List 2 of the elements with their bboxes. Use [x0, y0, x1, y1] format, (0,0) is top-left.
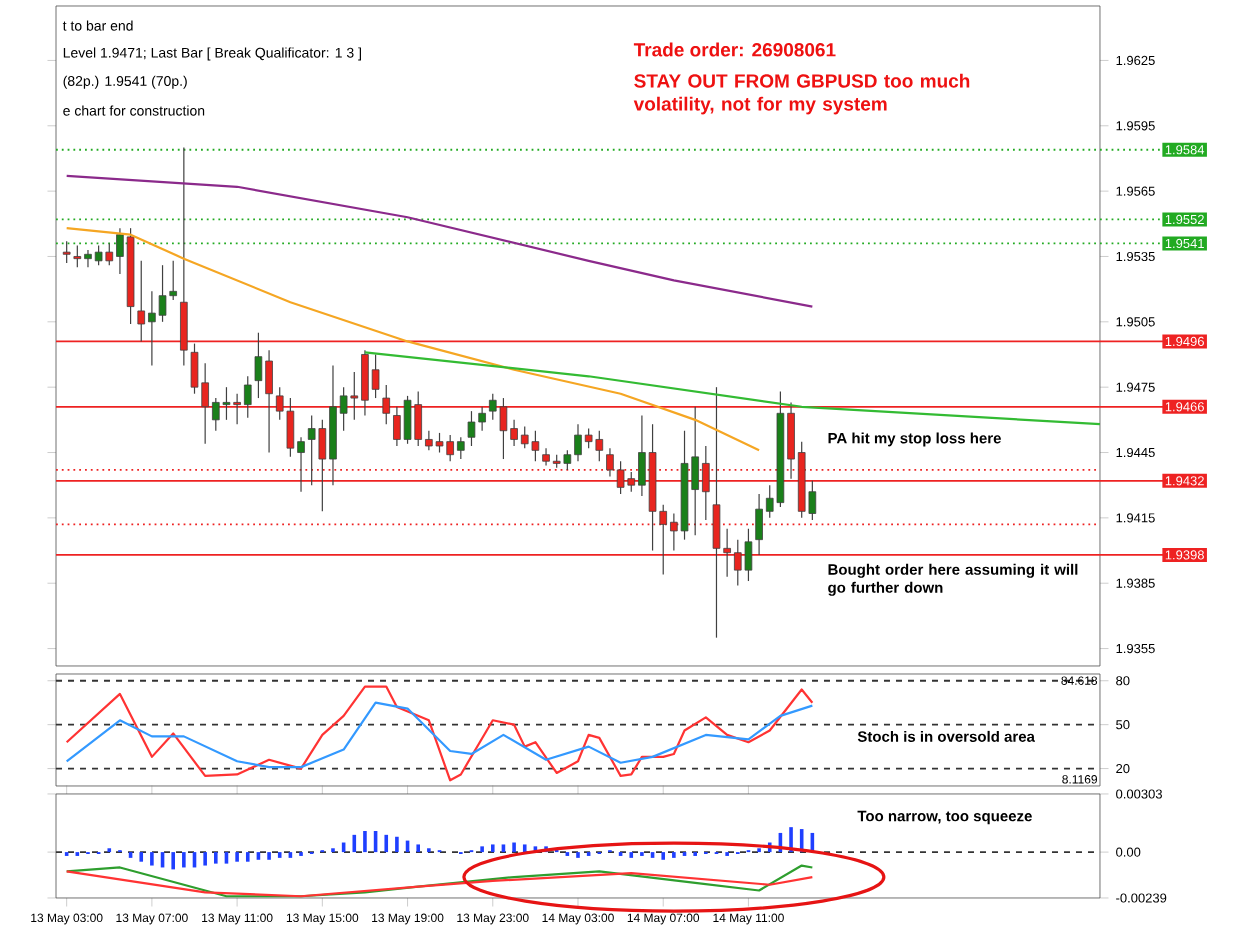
annotation: Trade order: 26908061	[633, 42, 836, 57]
annotation: STAY OUT FROM GBPUSD too much volatility, not for my system	[633, 73, 970, 115]
